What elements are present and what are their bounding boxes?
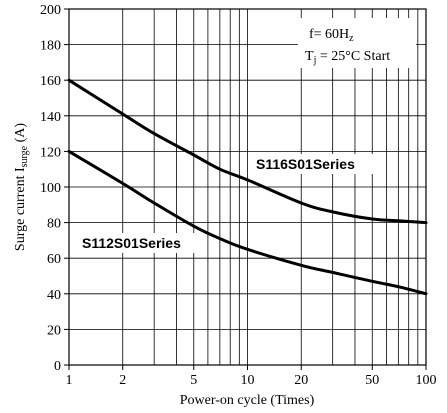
series-line-s112 xyxy=(67,149,428,296)
x-tick-label: 10 xyxy=(241,373,255,388)
series-label-s116: S116S01Series xyxy=(256,156,355,172)
x-tick-label: 5 xyxy=(190,373,197,388)
series-label-s112: S112S01Series xyxy=(82,235,181,251)
y-tick-label: 140 xyxy=(40,110,61,125)
x-tick-label: 20 xyxy=(294,373,308,388)
series-label-bg-s112 xyxy=(78,233,204,253)
y-tick-label: 100 xyxy=(40,181,61,196)
y-tick-label: 180 xyxy=(40,39,61,54)
x-tick-label: 1 xyxy=(66,373,73,388)
x-tick-label: 100 xyxy=(416,373,437,388)
annotation-box xyxy=(298,18,416,68)
y-tick-label: 40 xyxy=(47,288,61,303)
y-axis-label: Surge current Isurge (A) xyxy=(13,123,30,251)
annotation-frequency: f= 60Hz xyxy=(309,27,354,44)
y-tick-label: 200 xyxy=(40,3,61,18)
y-tick-label: 20 xyxy=(47,323,61,338)
y-tick-label: 120 xyxy=(40,145,61,160)
y-tick-label: 60 xyxy=(47,252,61,267)
y-tick-label: 0 xyxy=(54,359,61,374)
x-tick-label: 50 xyxy=(365,373,379,388)
x-axis-label: Power-on cycle (Times) xyxy=(180,393,315,408)
series-label-bg-s116 xyxy=(252,154,378,174)
series-line-s116 xyxy=(67,78,428,225)
x-tick-label: 2 xyxy=(119,373,126,388)
y-tick-label: 160 xyxy=(40,74,61,89)
y-tick-label: 80 xyxy=(47,217,61,232)
annotation-junction-temp: Tj = 25°C Start xyxy=(305,49,390,66)
grid-lines xyxy=(69,9,426,365)
